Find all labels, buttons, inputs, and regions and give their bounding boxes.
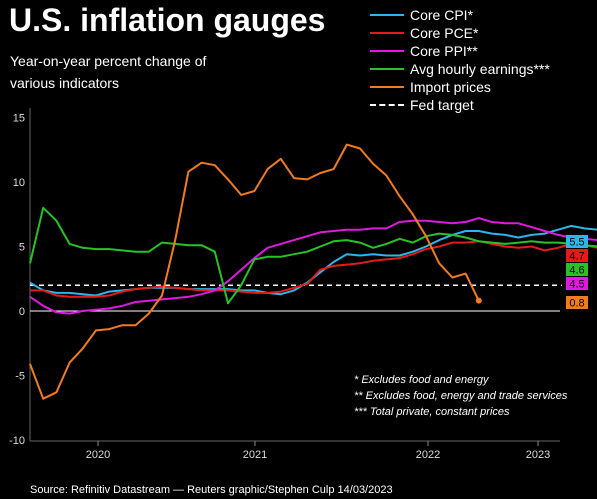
legend-item-fed-target: Fed target <box>368 96 550 114</box>
chart-title: U.S. inflation gauges <box>9 2 326 38</box>
x-tick-label: 2021 <box>243 449 267 461</box>
legend-label: Core PCE* <box>410 25 479 41</box>
legend-label: Core CPI* <box>410 7 474 23</box>
end-value-label: 4.5 <box>569 279 584 291</box>
series-line-2 <box>29 217 597 315</box>
series-end-point <box>475 297 482 304</box>
y-tick-label: 15 <box>13 113 25 125</box>
x-tick-label: 2023 <box>526 449 550 461</box>
series-line-4 <box>29 143 480 400</box>
legend-swatch <box>370 104 404 106</box>
footnote: ** Excludes food, energy and trade servi… <box>354 390 568 402</box>
end-value-box <box>566 263 588 276</box>
end-value-label: 0.8 <box>569 298 584 310</box>
footnote: * Excludes food and energy <box>354 374 489 386</box>
end-value-box <box>566 249 588 262</box>
legend-item-core-ppi: Core PPI** <box>368 42 550 60</box>
end-value-label: 4.6 <box>569 265 584 277</box>
end-value-box <box>566 296 588 309</box>
end-value-label: 5.5 <box>569 237 584 249</box>
legend-swatch <box>370 86 404 88</box>
series-line-3 <box>29 206 597 305</box>
x-tick-label: 2020 <box>86 449 110 461</box>
y-tick-label: -10 <box>9 435 25 447</box>
end-value-box <box>566 235 588 248</box>
end-value-label: 4.7 <box>569 251 584 263</box>
legend-item-core-cpi: Core CPI* <box>368 6 550 24</box>
legend-label: Fed target <box>410 97 474 113</box>
legend-label: Core PPI** <box>410 43 478 59</box>
legend-item-avg-hourly-earnings: Avg hourly earnings*** <box>368 60 550 78</box>
x-tick-label: 2022 <box>416 449 440 461</box>
legend-swatch <box>370 50 404 52</box>
legend-swatch <box>370 14 404 16</box>
y-tick-label: -5 <box>15 371 25 383</box>
legend-item-core-pce: Core PCE* <box>368 24 550 42</box>
y-tick-label: 5 <box>19 242 25 254</box>
legend-item-import-prices: Import prices <box>368 78 550 96</box>
legend-label: Avg hourly earnings*** <box>410 61 550 77</box>
legend-swatch <box>370 32 404 34</box>
chart-subtitle: Year-on-year percent change of various i… <box>10 53 207 91</box>
legend: Core CPI* Core PCE* Core PPI** Avg hourl… <box>368 6 550 114</box>
y-tick-label: 0 <box>19 306 25 318</box>
footnotes: * Excludes food and energy ** Excludes f… <box>354 372 567 420</box>
end-value-box <box>566 277 588 290</box>
legend-swatch <box>370 68 404 70</box>
y-tick-label: 10 <box>13 177 25 189</box>
legend-label: Import prices <box>410 79 491 95</box>
footnote: *** Total private, constant prices <box>354 406 510 418</box>
source-credit: Source: Refinitiv Datastream — Reuters g… <box>30 484 393 496</box>
